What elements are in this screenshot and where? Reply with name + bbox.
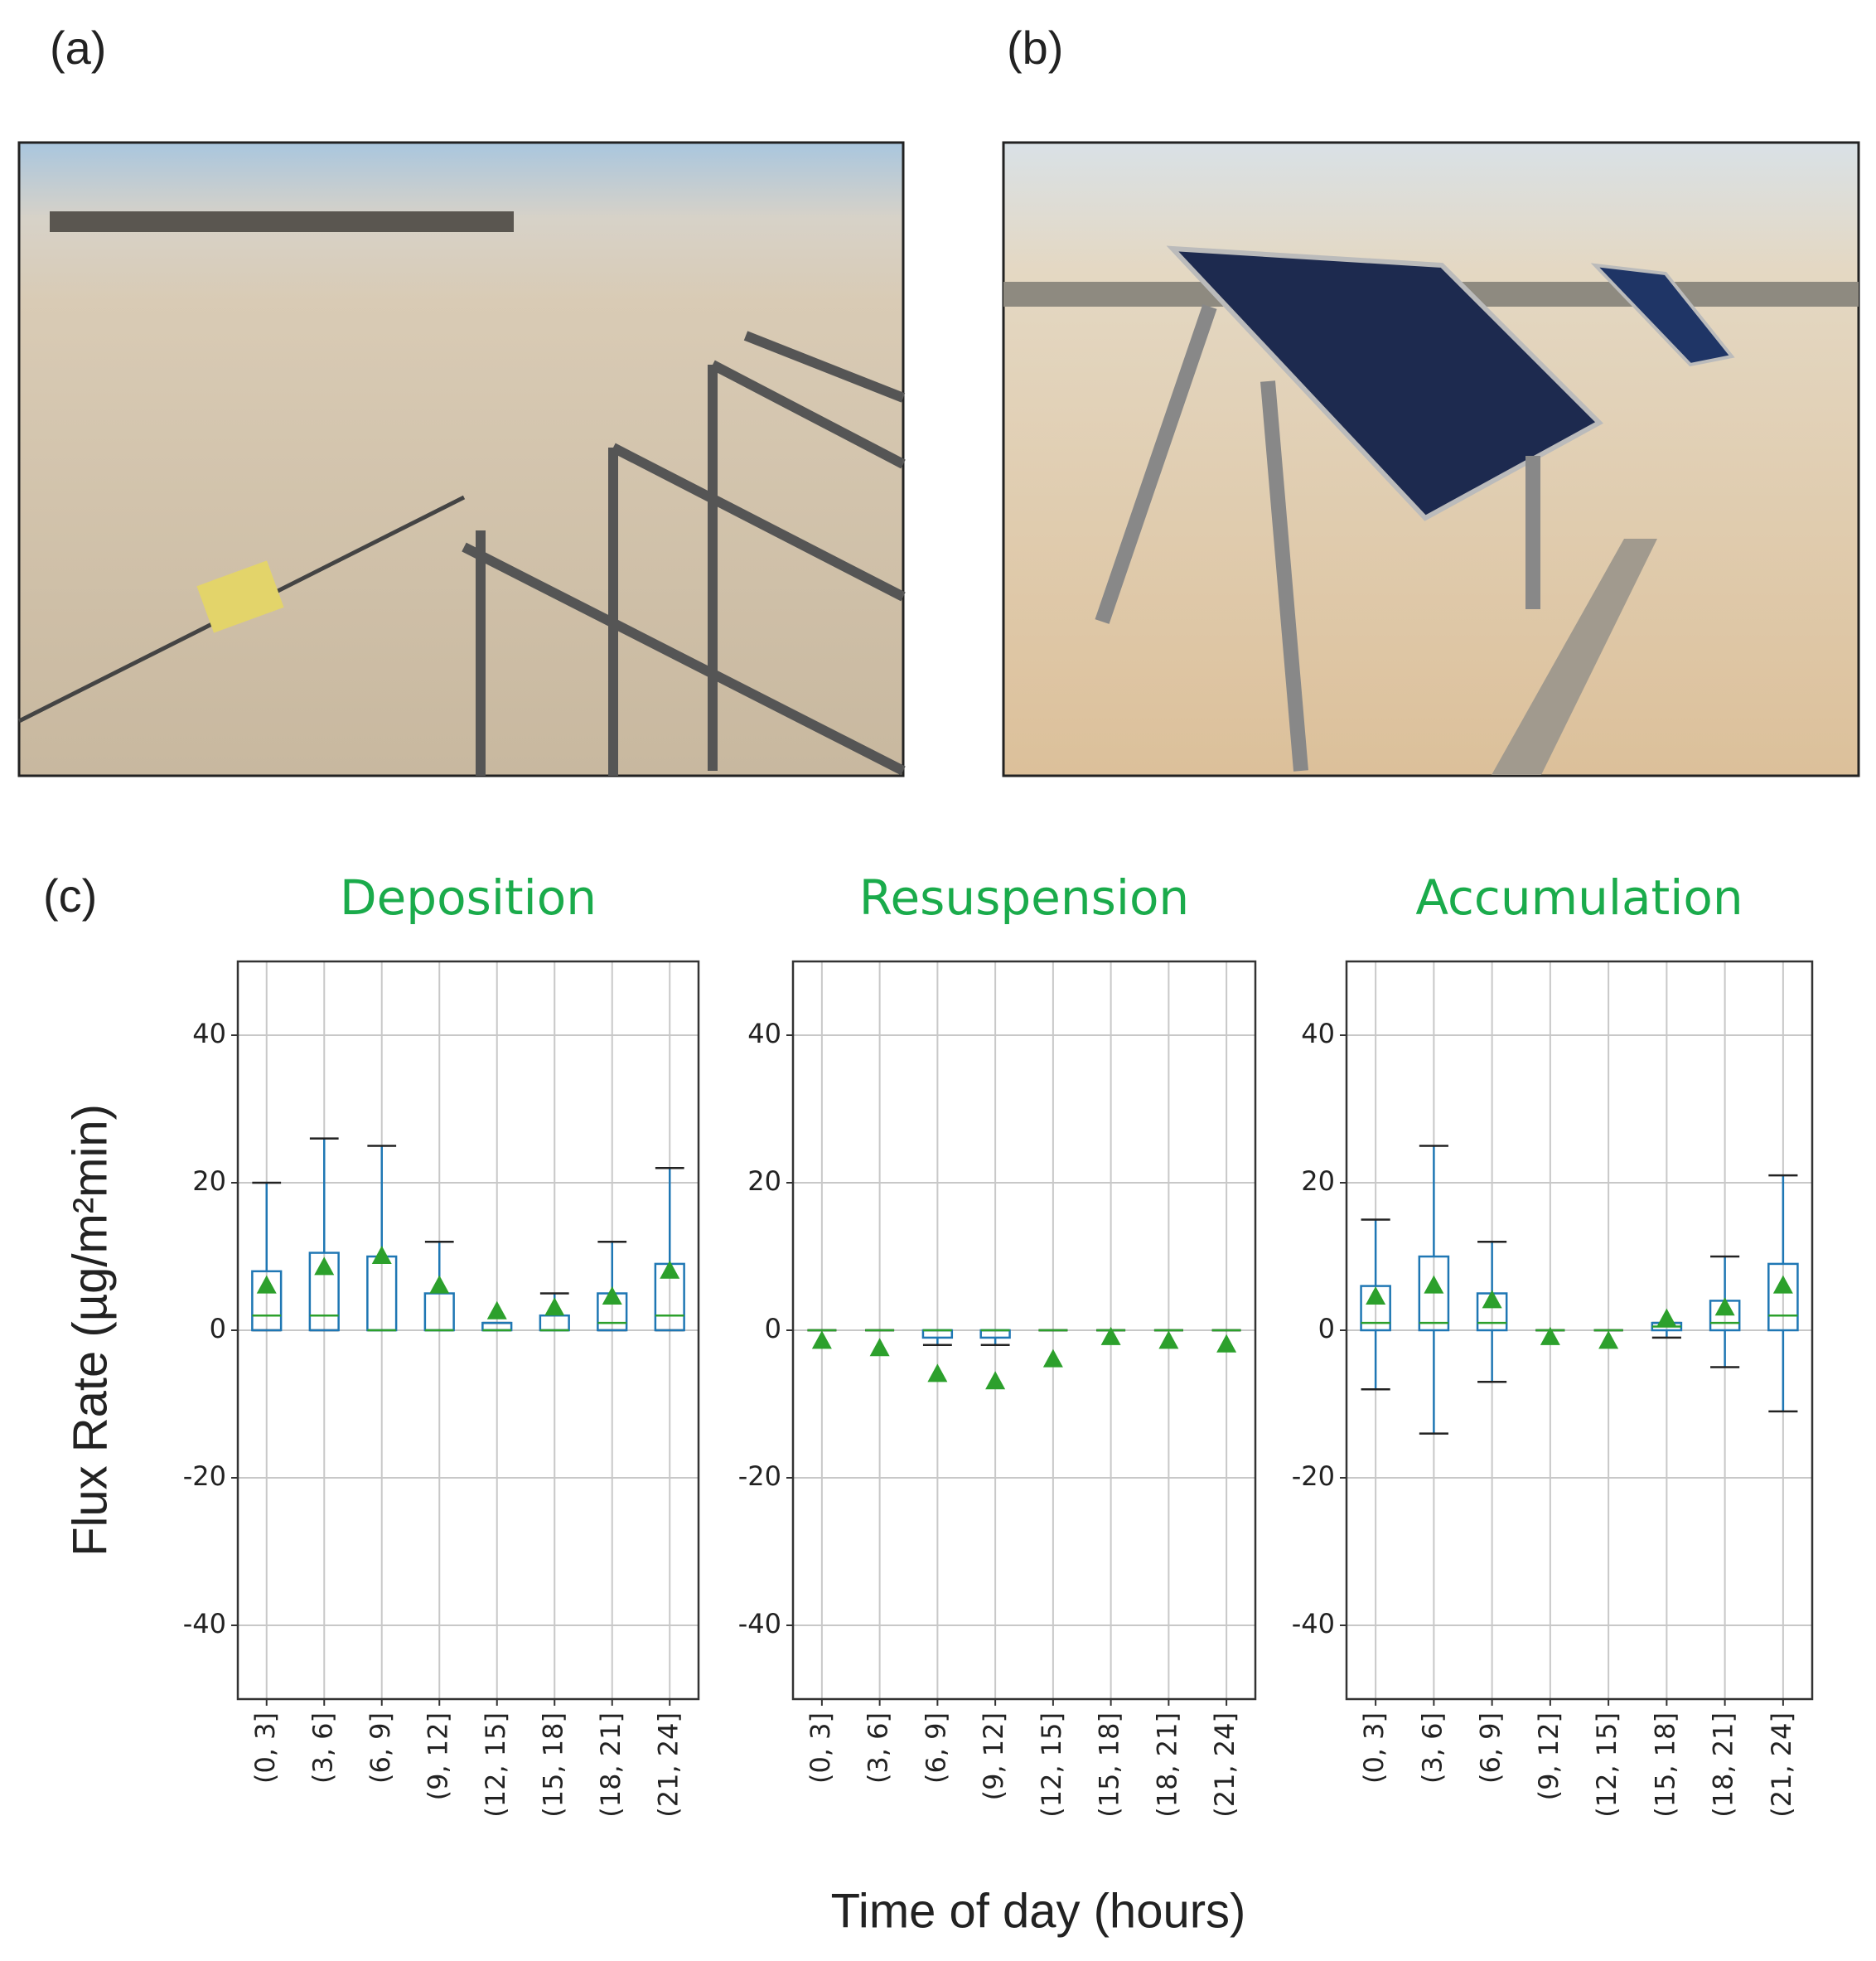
y-tick-label: 40 — [192, 1018, 226, 1049]
x-tick-label: (6, 9] — [1475, 1712, 1506, 1784]
y-tick-label: -20 — [1292, 1460, 1335, 1492]
y-tick-label: -40 — [738, 1608, 781, 1639]
x-tick-label: (21, 24] — [1766, 1712, 1797, 1818]
x-axis-label: Time of day (hours) — [831, 1884, 1246, 1938]
y-tick-label: 20 — [192, 1165, 226, 1197]
x-tick-label: (21, 24] — [652, 1712, 684, 1818]
plot-frame — [236, 960, 700, 1701]
chart-title: Resuspension — [859, 869, 1189, 926]
mean-marker — [1656, 1308, 1677, 1327]
mean-marker — [1714, 1297, 1735, 1316]
mean-marker — [256, 1275, 277, 1294]
x-tick-label: (18, 21] — [595, 1712, 626, 1818]
x-tick-label: (0, 3] — [249, 1712, 281, 1784]
x-tick-label: (6, 9] — [365, 1712, 396, 1784]
mean-marker — [429, 1275, 450, 1294]
mean-marker — [1366, 1286, 1386, 1305]
mean-marker — [927, 1363, 948, 1382]
x-tick-label: (3, 6] — [307, 1712, 338, 1784]
x-tick-label: (12, 15] — [1036, 1712, 1067, 1818]
photo-b — [1002, 141, 1860, 777]
mean-marker — [486, 1300, 507, 1319]
y-tick-label: 20 — [1301, 1165, 1335, 1197]
x-tick-label: (12, 15] — [1591, 1712, 1622, 1818]
x-tick-label: (9, 12] — [978, 1712, 1009, 1800]
x-tick-label: (15, 18] — [1094, 1712, 1125, 1818]
y-tick-label: -20 — [183, 1460, 226, 1492]
mean-marker — [314, 1256, 335, 1276]
x-tick-label: (6, 9] — [920, 1712, 951, 1784]
x-tick-label: (3, 6] — [863, 1712, 894, 1784]
mean-marker — [660, 1260, 680, 1279]
mean-marker — [1598, 1330, 1619, 1349]
y-tick-label: -40 — [1292, 1608, 1335, 1639]
mean-marker — [811, 1330, 832, 1349]
x-tick-label: (18, 21] — [1708, 1712, 1739, 1818]
mean-marker — [1216, 1334, 1237, 1353]
mean-marker — [1158, 1330, 1179, 1349]
x-tick-label: (0, 3] — [1358, 1712, 1390, 1784]
photo-a — [17, 141, 906, 777]
y-tick-label: 20 — [747, 1165, 781, 1197]
mean-marker — [869, 1338, 890, 1357]
x-tick-label: (18, 21] — [1151, 1712, 1182, 1818]
mean-marker — [602, 1286, 622, 1305]
mean-marker — [1482, 1290, 1502, 1309]
x-tick-label: (15, 18] — [537, 1712, 568, 1818]
x-tick-label: (0, 3] — [805, 1712, 836, 1784]
mean-marker — [985, 1371, 1006, 1390]
y-tick-label: 40 — [747, 1018, 781, 1049]
y-tick-label: 0 — [1318, 1313, 1335, 1344]
mean-marker — [1772, 1275, 1793, 1294]
panel-label: (c) — [43, 869, 97, 922]
chart-title: Accumulation — [1415, 869, 1743, 926]
panel-label: (b) — [1007, 22, 1063, 74]
mean-marker — [544, 1297, 565, 1316]
mean-marker — [1540, 1326, 1560, 1345]
box — [1360, 1285, 1391, 1332]
box — [308, 1252, 340, 1332]
y-tick-label: 0 — [210, 1313, 226, 1344]
y-tick-label: 0 — [765, 1313, 781, 1344]
mean-marker — [371, 1246, 392, 1264]
plot-frame — [791, 960, 1257, 1701]
box — [1418, 1255, 1450, 1332]
box — [1767, 1262, 1799, 1332]
mean-marker — [1042, 1348, 1063, 1368]
mean-marker — [1100, 1326, 1121, 1345]
y-tick-label: -20 — [738, 1460, 781, 1492]
x-tick-label: (9, 12] — [422, 1712, 453, 1800]
mean-marker — [1424, 1275, 1444, 1294]
chart-title: Deposition — [340, 869, 597, 926]
box — [251, 1270, 283, 1332]
y-tick-label: 40 — [1301, 1018, 1335, 1049]
panel-label: (a) — [50, 22, 106, 74]
y-axis-label: Flux Rate (µg/m²min) — [63, 1104, 117, 1557]
plot-frame — [1345, 960, 1814, 1701]
x-tick-label: (9, 12] — [1533, 1712, 1564, 1800]
x-tick-label: (21, 24] — [1209, 1712, 1240, 1818]
y-tick-label: -40 — [183, 1608, 226, 1639]
x-tick-label: (3, 6] — [1416, 1712, 1448, 1784]
x-tick-label: (12, 15] — [480, 1712, 511, 1818]
x-tick-label: (15, 18] — [1649, 1712, 1680, 1818]
